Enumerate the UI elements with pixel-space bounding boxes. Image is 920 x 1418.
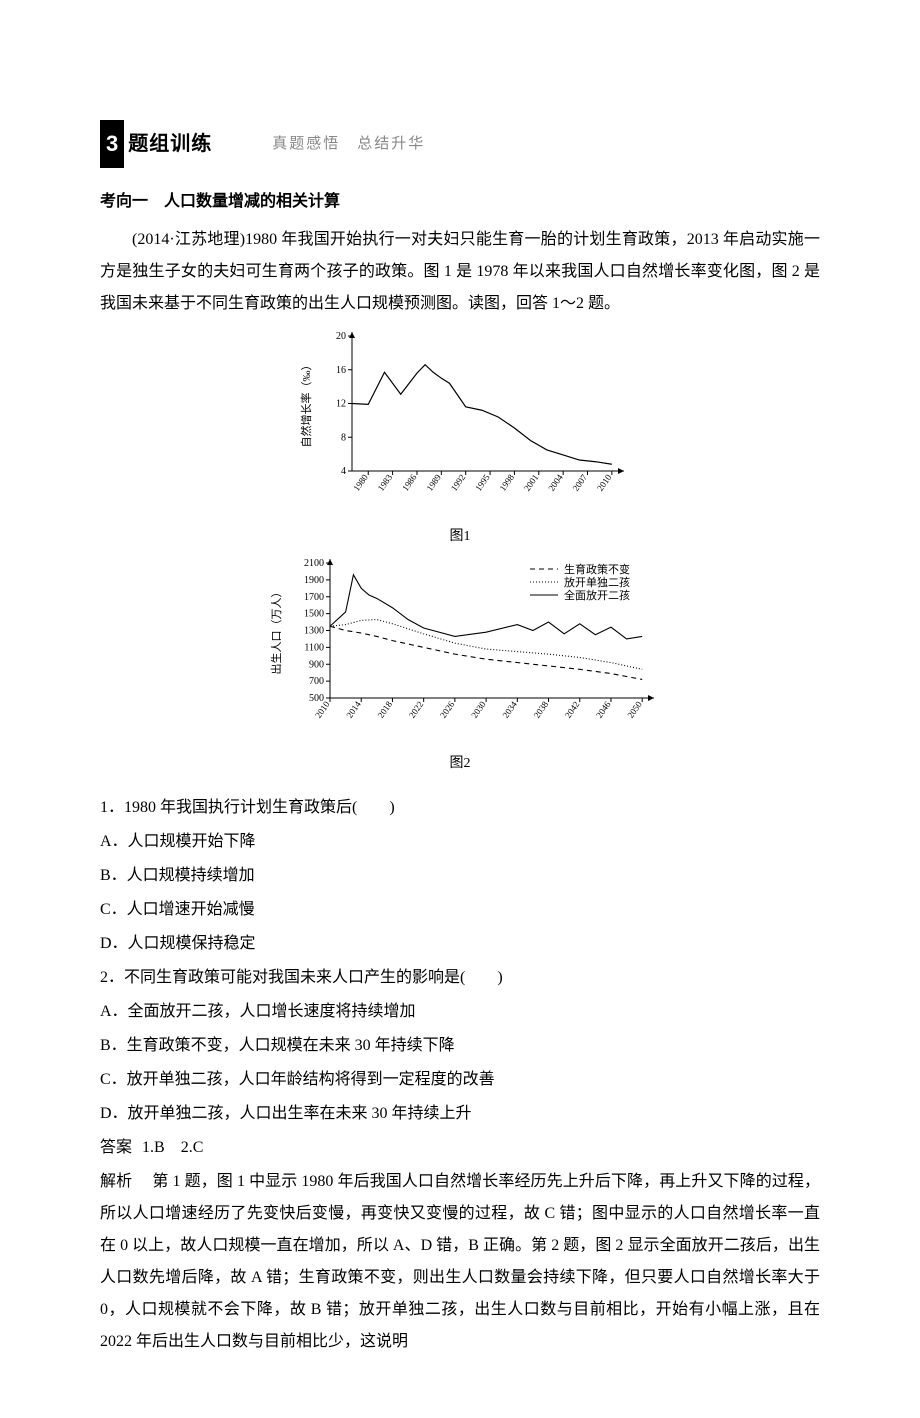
figure-1: 4 8 12 16 20 1980 1983 1986 1989 1992 1995 1998 2001… [290,328,630,551]
svg-text:2030: 2030 [469,699,488,720]
topic-title: 考向一 人口数量增减的相关计算 [100,186,820,218]
section-header: 3 题组训练 真题感悟 总结升华 [100,120,820,168]
svg-text:2026: 2026 [438,699,457,720]
svg-text:2050: 2050 [625,699,644,720]
svg-text:8: 8 [341,432,346,443]
svg-text:2018: 2018 [376,699,395,720]
topic-intro: (2014·江苏地理)1980 年我国开始执行一对夫妇只能生育一胎的计划生育政策… [100,224,820,320]
q2-option-d: D．放开单独二孩，人口出生率在未来 30 年持续上升 [100,1098,820,1130]
figure-2-caption: 图2 [260,750,660,778]
svg-text:16: 16 [336,365,346,376]
svg-text:2038: 2038 [532,699,551,720]
figure-2: 5007009001100130015001700190021002010201… [260,555,660,778]
figure-2-svg: 5007009001100130015001700190021002010201… [260,555,660,740]
svg-text:2046: 2046 [594,699,613,720]
svg-text:1980: 1980 [351,472,370,493]
q2-stem: 2．不同生育政策可能对我国未来人口产生的影响是( ) [100,962,820,994]
svg-text:1983: 1983 [376,472,395,493]
svg-text:1986: 1986 [400,472,419,493]
svg-text:2007: 2007 [571,472,590,493]
explanation: 解析 第 1 题，图 1 中显示 1980 年后我国人口自然增长率经历先上升后下… [100,1166,820,1358]
svg-text:2010: 2010 [595,472,614,493]
explanation-text [136,1173,152,1190]
svg-text:2001: 2001 [522,472,541,492]
svg-text:出生人口（万人）: 出生人口（万人） [269,587,283,675]
svg-text:1900: 1900 [304,575,324,586]
section-subtitle: 真题感悟 总结升华 [272,129,425,159]
svg-text:12: 12 [336,399,346,410]
answer-line: 答案 1.B 2.C [100,1132,820,1164]
svg-text:生育政策不变: 生育政策不变 [564,562,630,576]
q1-option-d: D．人口规模保持稳定 [100,928,820,960]
section-title: 题组训练 [128,124,212,164]
q1-option-c: C．人口增速开始减慢 [100,894,820,926]
answer-label: 答案 [100,1139,132,1156]
svg-text:2100: 2100 [304,558,324,569]
q2-option-a: A．全面放开二孩，人口增长速度将持续增加 [100,996,820,1028]
svg-text:1700: 1700 [304,592,324,603]
q2-option-c: C．放开单独二孩，人口年龄结构将得到一定程度的改善 [100,1064,820,1096]
svg-text:1998: 1998 [498,472,517,493]
svg-text:4: 4 [341,466,346,477]
answer-text: 1.B 2.C [142,1139,203,1156]
section-badge: 3 [100,120,124,168]
explanation-body: 第 1 题，图 1 中显示 1980 年后我国人口自然增长率经历先上升后下降，再… [100,1173,820,1350]
svg-text:2042: 2042 [563,699,582,719]
svg-text:2022: 2022 [407,699,426,719]
q1-stem: 1．1980 年我国执行计划生育政策后( ) [100,792,820,824]
explanation-label: 解析 [100,1173,132,1190]
q1-option-a: A．人口规模开始下降 [100,826,820,858]
svg-text:20: 20 [336,331,346,342]
svg-text:2014: 2014 [344,699,363,720]
q1-option-b: B．人口规模持续增加 [100,860,820,892]
svg-text:1992: 1992 [449,472,468,492]
figure-1-svg: 4 8 12 16 20 1980 1983 1986 1989 1992 1995 1998 2001… [290,328,630,513]
svg-text:2034: 2034 [500,699,519,720]
svg-text:1995: 1995 [473,472,492,493]
q2-option-b: B．生育政策不变，人口规模在未来 30 年持续下降 [100,1030,820,1062]
svg-text:放开单独二孩: 放开单独二孩 [564,575,630,589]
svg-text:1100: 1100 [304,642,324,653]
svg-text:700: 700 [309,676,324,687]
page: 3 题组训练 真题感悟 总结升华 考向一 人口数量增减的相关计算 (2014·江… [0,0,920,1418]
svg-text:900: 900 [309,659,324,670]
figure-1-caption: 图1 [290,523,630,551]
figures-container: 4 8 12 16 20 1980 1983 1986 1989 1992 1995 1998 2001… [100,326,820,780]
svg-text:2004: 2004 [546,472,565,493]
svg-text:1300: 1300 [304,626,324,637]
svg-text:全面放开二孩: 全面放开二孩 [564,588,630,602]
svg-text:自然增长率（‰）: 自然增长率（‰） [299,360,313,448]
svg-text:1989: 1989 [424,472,443,493]
svg-text:1500: 1500 [304,609,324,620]
